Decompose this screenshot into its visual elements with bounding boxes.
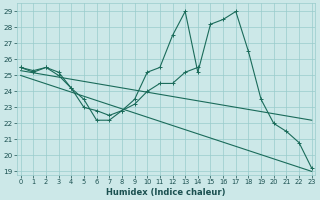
X-axis label: Humidex (Indice chaleur): Humidex (Indice chaleur) (107, 188, 226, 197)
